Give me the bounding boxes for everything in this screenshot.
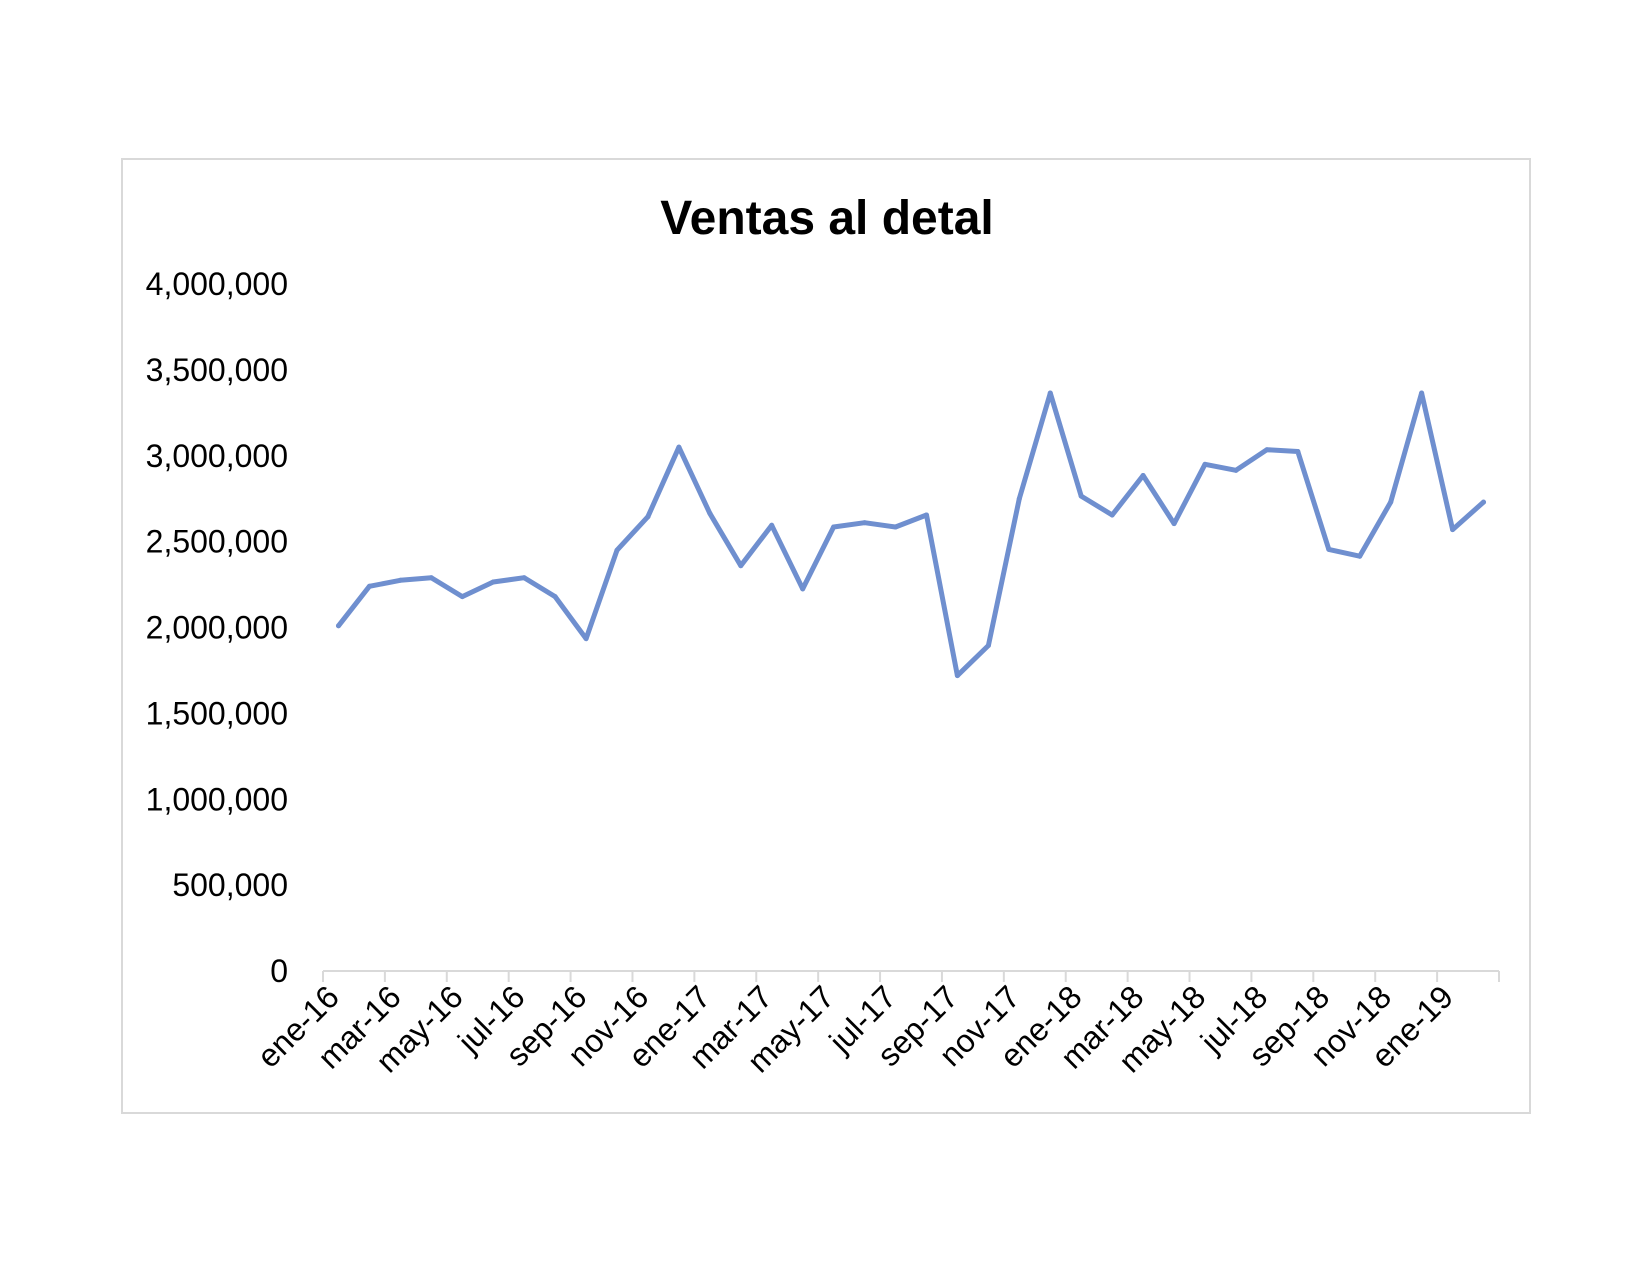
data-point [335,623,341,629]
data-point [985,643,991,649]
y-tick-label: 1,000,000 [146,781,288,817]
line-chart: Ventas al detal 0 500,000 1,000,000 1,500,0… [146,192,1500,1079]
y-tick-label: 2,000,000 [146,610,288,646]
y-tick-label: 500,000 [172,867,288,903]
y-axis: 0 500,000 1,000,000 1,500,000 2,000,000 2,500… [146,266,288,989]
series-line [336,390,1486,679]
data-point [1202,461,1208,467]
data-point [738,563,744,569]
data-point [645,514,651,520]
data-point [1016,496,1022,502]
data-point [1450,527,1456,533]
chart-frame: Ventas al detal 0 500,000 1,000,000 1,500,0… [121,158,1531,1114]
x-axis: ene-16mar-16may-16jul-16sep-16nov-16ene-… [250,970,1500,1079]
data-point [1171,521,1177,527]
data-point [1481,499,1487,505]
data-point [1078,493,1084,499]
data-point [1047,390,1053,396]
data-point [1109,512,1115,518]
data-point [614,547,620,553]
y-tick-label: 4,000,000 [146,266,288,302]
data-point [769,522,775,528]
data-point [707,510,713,516]
data-point [1233,467,1239,473]
data-point [676,444,682,450]
data-point [1295,448,1301,454]
y-tick-label: 2,500,000 [146,524,288,560]
data-point [1357,553,1363,559]
data-point [583,636,589,642]
y-tick-label: 1,500,000 [146,695,288,731]
data-point [1264,447,1270,453]
data-point [521,575,527,581]
data-point [428,575,434,581]
data-point [800,586,806,592]
y-tick-label: 0 [270,953,288,989]
data-point [1140,473,1146,479]
data-point [831,524,837,530]
y-tick-label: 3,500,000 [146,352,288,388]
y-tick-label: 3,000,000 [146,438,288,474]
plot-area [335,390,1487,679]
data-point [1419,390,1425,396]
chart-title: Ventas al detal [660,192,994,245]
data-point [923,512,929,518]
data-point [862,520,868,526]
data-point [954,673,960,679]
data-point [490,579,496,585]
data-point [1326,546,1332,552]
data-point [366,583,372,589]
data-point [552,594,558,600]
data-point [397,577,403,583]
data-point [893,524,899,530]
data-point [1388,499,1394,505]
data-point [459,594,465,600]
